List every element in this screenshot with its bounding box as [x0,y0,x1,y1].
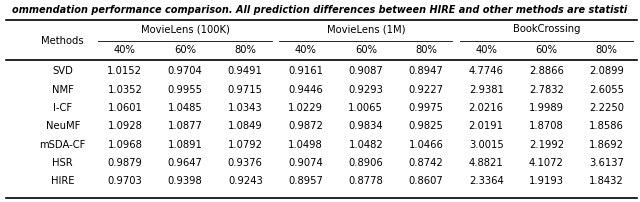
Text: HIRE: HIRE [51,175,74,185]
Text: 80%: 80% [234,44,256,55]
Text: 0.9955: 0.9955 [168,84,203,94]
Text: MovieLens (1M): MovieLens (1M) [326,24,405,34]
Text: 1.0877: 1.0877 [168,121,202,131]
Text: 0.9161: 0.9161 [288,66,323,76]
Text: 80%: 80% [596,44,618,55]
Text: NeuMF: NeuMF [45,121,80,131]
Text: 0.9715: 0.9715 [228,84,263,94]
Text: 40%: 40% [476,44,497,55]
Text: BookCrossing: BookCrossing [513,24,580,34]
Text: HSR: HSR [52,157,73,167]
Text: 1.0352: 1.0352 [108,84,142,94]
Text: 0.8957: 0.8957 [288,175,323,185]
Text: 2.3364: 2.3364 [469,175,504,185]
Text: 2.2250: 2.2250 [589,102,624,113]
Text: 0.9825: 0.9825 [408,121,444,131]
Text: 2.7832: 2.7832 [529,84,564,94]
Text: 1.0849: 1.0849 [228,121,262,131]
Text: SVD: SVD [52,66,73,76]
Text: 0.9491: 0.9491 [228,66,263,76]
Text: 1.0968: 1.0968 [108,139,142,149]
Text: 1.0891: 1.0891 [168,139,202,149]
Text: 0.9293: 0.9293 [348,84,383,94]
Text: 1.0485: 1.0485 [168,102,202,113]
Text: 3.6137: 3.6137 [589,157,624,167]
Text: 1.9193: 1.9193 [529,175,564,185]
Text: 1.8432: 1.8432 [589,175,624,185]
Text: 0.9243: 0.9243 [228,175,262,185]
Text: 0.9834: 0.9834 [348,121,383,131]
Text: 1.0466: 1.0466 [408,139,444,149]
Text: 1.0065: 1.0065 [348,102,383,113]
Text: 1.0343: 1.0343 [228,102,262,113]
Text: 4.7746: 4.7746 [468,66,504,76]
Text: 0.9704: 0.9704 [168,66,202,76]
Text: Methods: Methods [42,36,84,46]
Text: ommendation performance comparison. All prediction differences between HIRE and : ommendation performance comparison. All … [12,5,628,15]
Text: 4.8821: 4.8821 [469,157,504,167]
Text: 0.9879: 0.9879 [108,157,142,167]
Text: 40%: 40% [294,44,316,55]
Text: 1.0601: 1.0601 [108,102,142,113]
Text: 1.0792: 1.0792 [228,139,263,149]
Text: 0.8778: 0.8778 [348,175,383,185]
Text: 40%: 40% [114,44,136,55]
Text: 80%: 80% [415,44,437,55]
Text: 0.9703: 0.9703 [108,175,142,185]
Text: 2.9381: 2.9381 [468,84,504,94]
Text: 60%: 60% [536,44,557,55]
Text: 2.0191: 2.0191 [468,121,504,131]
Text: 1.0229: 1.0229 [288,102,323,113]
Text: 0.8607: 0.8607 [408,175,444,185]
Text: 2.0216: 2.0216 [468,102,504,113]
Text: 4.1072: 4.1072 [529,157,564,167]
Text: 0.9074: 0.9074 [288,157,323,167]
Text: 2.8866: 2.8866 [529,66,564,76]
Text: 2.0899: 2.0899 [589,66,624,76]
Text: 1.8586: 1.8586 [589,121,624,131]
Text: I-CF: I-CF [53,102,72,113]
Text: 1.8708: 1.8708 [529,121,564,131]
Text: 2.6055: 2.6055 [589,84,624,94]
Text: 0.9446: 0.9446 [288,84,323,94]
Text: 2.1992: 2.1992 [529,139,564,149]
Text: 1.0482: 1.0482 [348,139,383,149]
Text: 0.9376: 0.9376 [228,157,263,167]
Text: 0.9975: 0.9975 [408,102,444,113]
Text: 60%: 60% [355,44,377,55]
Text: 1.9989: 1.9989 [529,102,564,113]
Text: 60%: 60% [174,44,196,55]
Text: 0.9087: 0.9087 [348,66,383,76]
Text: 1.8692: 1.8692 [589,139,624,149]
Text: NMF: NMF [52,84,74,94]
Text: 3.0015: 3.0015 [469,139,504,149]
Text: 0.8947: 0.8947 [408,66,444,76]
Text: 1.0928: 1.0928 [108,121,142,131]
Text: mSDA-CF: mSDA-CF [40,139,86,149]
Text: 0.9227: 0.9227 [408,84,444,94]
Text: 1.0152: 1.0152 [108,66,142,76]
Text: MovieLens (100K): MovieLens (100K) [141,24,230,34]
Text: 0.9398: 0.9398 [168,175,202,185]
Text: 1.0498: 1.0498 [288,139,323,149]
Text: 0.8906: 0.8906 [348,157,383,167]
Text: 0.8742: 0.8742 [408,157,444,167]
Text: 0.9647: 0.9647 [168,157,202,167]
Text: 0.9872: 0.9872 [288,121,323,131]
